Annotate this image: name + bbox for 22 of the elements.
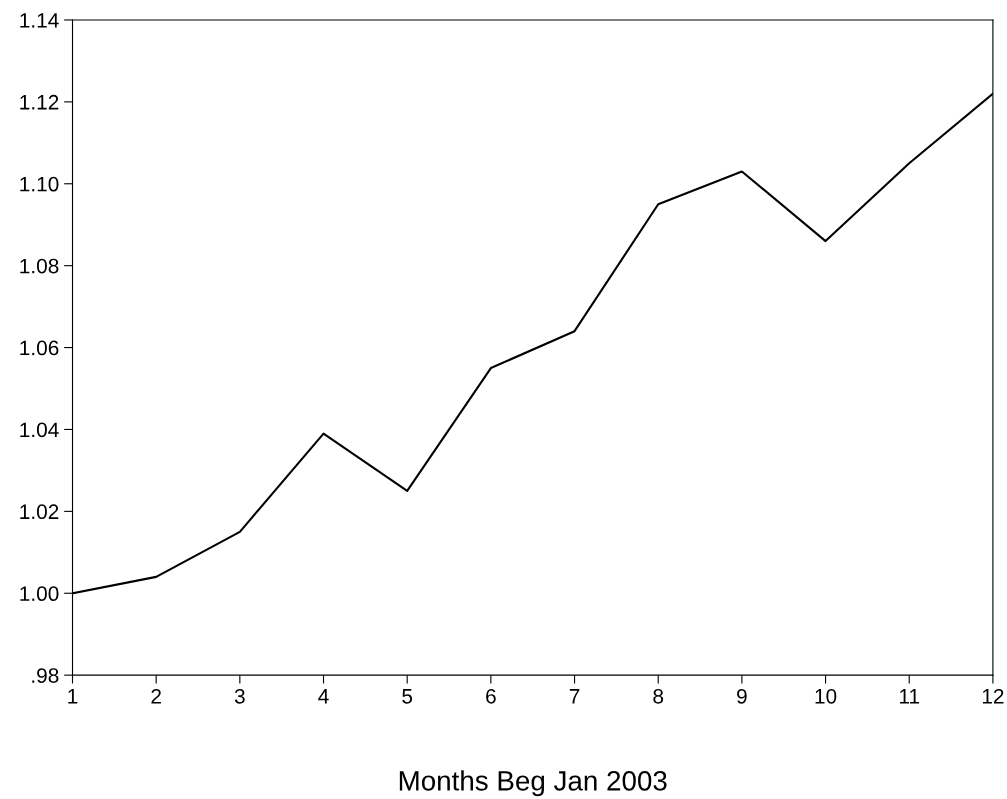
y-tick-label: 1.02 [20,504,59,520]
x-tick-label: 6 [486,688,496,704]
y-tick-label: 1.14 [20,13,59,28]
x-tick-label: 7 [569,689,580,704]
x-tick-label: 8 [653,688,664,704]
y-tick-label: .98 [32,668,59,683]
y-tick-label: 1.06 [20,340,59,356]
x-tick-label: 12 [982,688,1004,704]
y-tick-label: 1.04 [20,422,59,438]
y-tick-label: 1.12 [20,94,59,110]
y-tick-label: 1.00 [20,586,59,602]
x-tick-label: 2 [151,688,161,704]
x-tick-label: 3 [234,688,245,704]
x-axis-title: Months Beg Jan 2003 [399,770,667,797]
x-tick-label: 5 [402,689,413,704]
x-tick-label: 1 [68,689,78,704]
y-tick-label: 1.08 [20,258,59,274]
x-tick-label: 10 [815,688,837,704]
y-tick-label: 1.10 [20,176,59,192]
x-tick-label: 9 [737,688,747,704]
x-tick-label: 4 [318,689,329,704]
x-tick-label: 11 [900,689,920,704]
